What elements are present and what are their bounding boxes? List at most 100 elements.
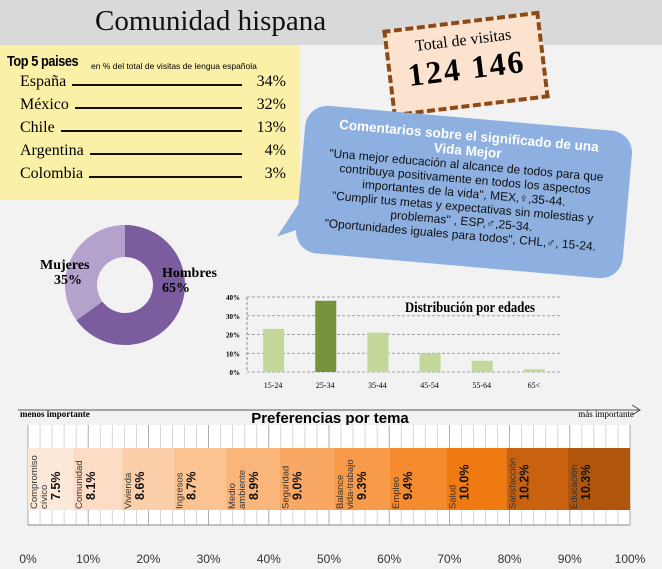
y-tick-label: 40%: [226, 294, 240, 302]
segment-name: Empleo: [391, 477, 402, 509]
x-tick-label: 30%: [197, 552, 221, 566]
country-row: México 32%: [20, 96, 290, 118]
chart-title: Preferencias por tema: [251, 410, 409, 427]
x-tick-label: 40%: [257, 552, 281, 566]
x-tick-label: 45-54: [420, 381, 439, 390]
page-title: Comunidad hispana: [95, 5, 327, 37]
segment-value: 9.4%: [401, 472, 415, 501]
country-value: 32%: [256, 96, 286, 113]
country-row: Colombia 3%: [20, 165, 290, 187]
arrow-head-icon: [631, 404, 641, 416]
x-tick-label: 20%: [136, 552, 160, 566]
segment-name: Ingresos: [175, 472, 186, 509]
x-tick-label: 90%: [558, 552, 582, 566]
x-tick-label: 50%: [317, 552, 341, 566]
age-bar: [471, 360, 493, 372]
segment-name: Satisfacción: [508, 458, 519, 509]
leader-line: [30, 107, 242, 109]
preference-segment: [173, 448, 227, 510]
leader-line: [30, 130, 242, 132]
preference-segment: [121, 448, 174, 510]
age-bar: [263, 328, 285, 372]
top5-heading: Top 5 paises: [7, 53, 79, 70]
x-tick-label: 55-64: [472, 381, 491, 390]
leader-line: [30, 84, 242, 86]
x-tick-label: 80%: [498, 552, 522, 566]
segment-name: ambiente: [237, 470, 248, 509]
header-band: [0, 0, 662, 45]
x-tick-label: 60%: [377, 552, 401, 566]
country-name: España: [20, 73, 73, 91]
country-row: España 34%: [20, 73, 290, 95]
country-value: 34%: [256, 73, 286, 90]
x-tick-label: 70%: [437, 552, 461, 566]
women-label-text: Mujeres: [40, 258, 90, 273]
segment-name: Balance: [335, 475, 346, 509]
leader-line: [30, 153, 242, 155]
segment-value: 8.1%: [84, 472, 98, 501]
gender-donut: [64, 225, 185, 345]
left-label: menos importante: [20, 409, 90, 419]
country-value: 3%: [264, 165, 286, 182]
age-distribution-chart: 0% 10% 20% 30% 40% 15-24 25-34 35-44 45-54 55-64 6…: [226, 294, 560, 390]
segment-name: Compromiso: [29, 455, 40, 509]
age-bar: [367, 332, 389, 372]
donut-slice-men: [76, 225, 185, 345]
segment-name: cívico: [39, 485, 50, 509]
y-tick-label: 10%: [226, 350, 240, 358]
segment-value: 10.3%: [579, 465, 593, 500]
age-bar: [523, 369, 545, 372]
y-tick-label: 20%: [226, 332, 240, 340]
x-tick-label: 15-24: [264, 381, 283, 390]
x-tick-label: 10%: [76, 552, 100, 566]
x-tick-label: 100%: [615, 552, 646, 566]
preference-segment: [389, 448, 447, 510]
preferences-chart: menos importante más importante Preferenci…: [18, 404, 646, 566]
chart-title: Distribución por edades: [405, 300, 536, 316]
segment-name: Seguridad: [281, 466, 292, 509]
age-bar: [315, 300, 337, 372]
segment-name: Educación: [569, 465, 580, 509]
men-value: 65%: [162, 281, 190, 296]
top5-countries-panel: Top 5 paises en % del total de visitas d…: [0, 45, 300, 200]
x-tick-label: 0%: [19, 552, 37, 566]
preference-segment: [506, 448, 568, 510]
preference-segment: [226, 448, 280, 510]
country-value: 13%: [256, 119, 286, 136]
segment-name: Comunidad: [74, 460, 85, 509]
segment-name: vida-trabajo: [345, 459, 356, 509]
segment-name: Salud: [447, 485, 458, 509]
leader-line: [30, 176, 242, 178]
segment-value: 8.6%: [133, 472, 147, 501]
y-tick-label: 0%: [230, 369, 241, 377]
y-tick-label: 30%: [226, 313, 240, 321]
segment-value: 10.2%: [518, 465, 532, 500]
preference-segment: [28, 448, 74, 510]
segment-value: 10.0%: [457, 465, 471, 500]
segment-value: 7.5%: [49, 472, 63, 501]
segment-name: Vivienda: [123, 472, 134, 509]
segment-value: 8.9%: [247, 472, 261, 501]
segment-name: Medio: [227, 483, 238, 509]
men-label: Hombres 65%: [162, 266, 217, 296]
comments-bubble: Comentarios sobre el significado de una …: [294, 103, 634, 281]
total-visits-box: Total de visitas 124 146: [382, 10, 550, 118]
donut-slice-women: [64, 225, 125, 321]
country-name: Argentina: [20, 142, 90, 160]
segment-value: 9.0%: [291, 472, 305, 501]
country-name: México: [20, 96, 75, 114]
women-value: 35%: [54, 273, 82, 288]
preference-segment: [567, 448, 630, 510]
age-bar: [419, 353, 441, 372]
country-row: Chile 13%: [20, 119, 290, 141]
preference-segment: [279, 448, 334, 510]
preference-segment: [73, 448, 122, 510]
x-tick-label: 65<: [528, 381, 541, 390]
segment-value: 8.7%: [185, 472, 199, 501]
preference-segment: [446, 448, 507, 510]
x-tick-label: 35-44: [368, 381, 387, 390]
x-tick-label: 25-34: [316, 381, 335, 390]
men-label-text: Hombres: [162, 266, 217, 281]
country-name: Chile: [20, 119, 61, 137]
country-row: Argentina 4%: [20, 142, 290, 164]
